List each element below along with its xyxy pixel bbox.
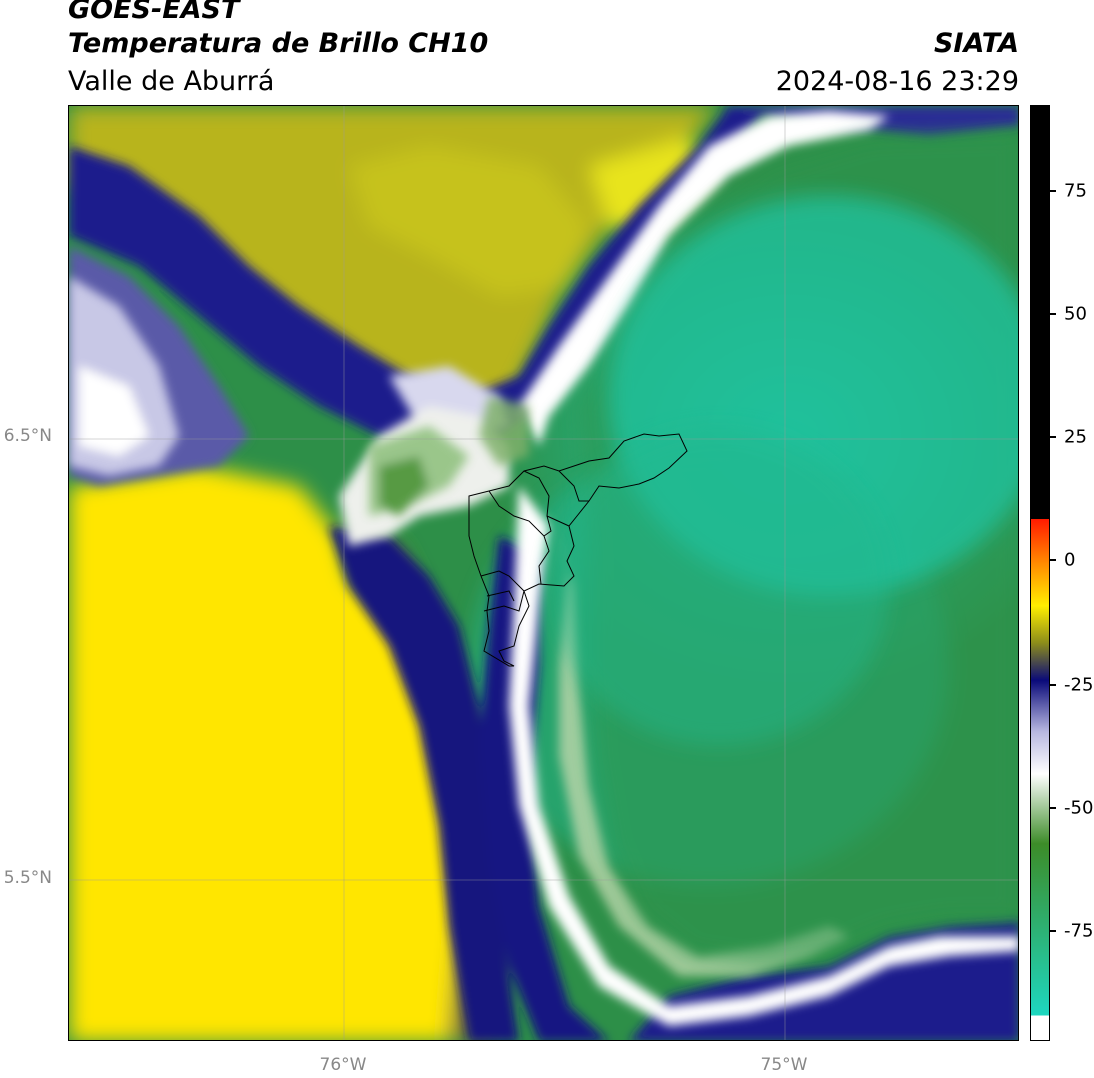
colorbar-tick	[1050, 313, 1056, 315]
colorbar-label-50: 50	[1064, 303, 1087, 325]
colorbar-tick	[1050, 807, 1056, 809]
colorbar-tick	[1050, 190, 1056, 192]
colorbar-label-75: 75	[1064, 180, 1087, 202]
lat-label-6-5n: 6.5°N	[3, 426, 52, 446]
light-green-band	[369, 396, 849, 976]
satellite-map[interactable]	[68, 105, 1019, 1041]
colorbar-label-25: 25	[1064, 426, 1087, 448]
brightness-temperature-field	[69, 106, 1018, 1040]
lat-label-5-5n: 5.5°N	[3, 868, 52, 888]
product-title: Temperatura de Brillo CH10	[68, 28, 489, 59]
region-subtitle: Valle de Aburrá	[68, 66, 275, 97]
municipality-boundaries	[468, 433, 688, 667]
colorbar-tick	[1050, 559, 1056, 561]
colorbar-tick	[1050, 684, 1056, 686]
graticule	[69, 106, 1018, 1040]
colorbar-label-0: 0	[1064, 549, 1076, 571]
lon-label-76w: 76°W	[319, 1055, 367, 1075]
organization-label: SIATA	[933, 28, 1019, 59]
colorbar-tick	[1050, 930, 1056, 932]
satellite-title: GOES-EAST	[68, 0, 240, 25]
datetime-label: 2024-08-16 23:29	[775, 66, 1019, 97]
colorbar	[1030, 105, 1050, 1041]
warm-region-west	[69, 106, 719, 1040]
colorbar-tick	[1050, 436, 1056, 438]
colorbar-label-minus-75: -75	[1064, 920, 1094, 942]
colorbar-label-minus-50: -50	[1064, 797, 1094, 819]
colorbar-label-minus-25: -25	[1064, 674, 1094, 696]
lon-label-75w: 75°W	[760, 1055, 808, 1075]
